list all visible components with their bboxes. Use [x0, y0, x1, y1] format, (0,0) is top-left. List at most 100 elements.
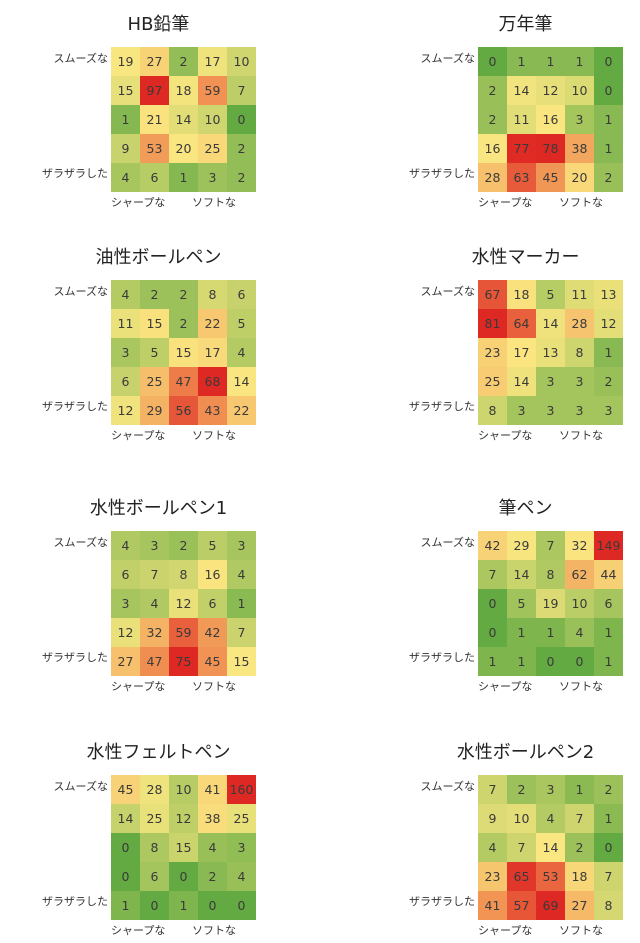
chart-title: 水性マーカー	[471, 247, 580, 268]
x-label-sharp: シャープな	[111, 429, 166, 442]
heatmap-cell: 10	[507, 804, 536, 833]
y-label-smooth: スムーズな	[53, 536, 108, 549]
heatmap-cell: 12	[169, 804, 198, 833]
heatmap-cell: 15	[169, 338, 198, 367]
heatmap-cell: 4	[227, 862, 256, 891]
y-label-smooth: スムーズな	[420, 52, 475, 65]
heatmap-cell: 22	[198, 309, 227, 338]
chart-title: 水性フェルトペン	[86, 742, 231, 763]
heatmap-cell: 13	[594, 280, 623, 309]
heatmap-cell: 7	[594, 862, 623, 891]
heatmap-cell: 9	[478, 804, 507, 833]
heatmap-cell: 6	[594, 589, 623, 618]
heatmap-cell: 0	[140, 891, 169, 920]
heatmap-cell: 4	[227, 560, 256, 589]
heatmap-cell: 2	[169, 531, 198, 560]
heatmap-cell: 7	[478, 775, 507, 804]
heatmap-cell: 25	[198, 134, 227, 163]
heatmap-cell: 16	[198, 560, 227, 589]
heatmap-cell: 2	[565, 833, 594, 862]
heatmap-cell: 4	[111, 280, 140, 309]
heatmap-cell: 0	[478, 47, 507, 76]
heatmap-cell: 11	[507, 105, 536, 134]
heatmap-cell: 16	[536, 105, 565, 134]
heatmap-cell: 97	[140, 76, 169, 105]
heatmap-cell: 20	[565, 163, 594, 192]
heatmap-cell: 9	[111, 134, 140, 163]
heatmap-cell: 6	[227, 280, 256, 309]
x-label-sharp: シャープな	[478, 429, 533, 442]
heatmap-cell: 160	[227, 775, 256, 804]
heatmap-cell: 4	[111, 531, 140, 560]
heatmap-cell: 0	[594, 47, 623, 76]
heatmap-cell: 2	[478, 105, 507, 134]
heatmap-cell: 8	[198, 280, 227, 309]
heatmap-cell: 2	[169, 47, 198, 76]
chart-title: 万年筆	[498, 14, 553, 35]
heatmap-cell: 15	[140, 309, 169, 338]
y-label-rough: ザラザラした	[409, 167, 475, 180]
heatmap-cell: 3	[536, 367, 565, 396]
heatmap-cell: 3	[111, 338, 140, 367]
y-label-smooth: スムーズな	[53, 780, 108, 793]
heatmap-cell: 2	[594, 163, 623, 192]
heatmap-cell: 10	[565, 76, 594, 105]
heatmap-cell: 17	[198, 47, 227, 76]
y-label-rough: ザラザラした	[409, 400, 475, 413]
heatmap-cell: 7	[507, 833, 536, 862]
heatmap-cell: 81	[478, 309, 507, 338]
heatmap-cell: 3	[140, 531, 169, 560]
heatmap-cell: 22	[227, 396, 256, 425]
heatmap-cell: 0	[594, 76, 623, 105]
heatmap-cell: 4	[478, 833, 507, 862]
x-label-sharp: シャープな	[111, 196, 166, 209]
heatmap-cell: 0	[536, 647, 565, 676]
heatmap-cell: 7	[227, 76, 256, 105]
heatmap-cell: 3	[536, 396, 565, 425]
heatmap-cell: 47	[140, 647, 169, 676]
x-label-sharp: シャープな	[111, 924, 166, 937]
heatmap-cell: 3	[198, 163, 227, 192]
heatmap-cell: 25	[140, 804, 169, 833]
heatmap-cell: 2	[140, 280, 169, 309]
heatmap-cell: 15	[111, 76, 140, 105]
x-label-soft: ソフトな	[192, 429, 236, 442]
heatmap-cell: 65	[507, 862, 536, 891]
heatmap-cell: 1	[594, 647, 623, 676]
heatmap-cell: 8	[594, 891, 623, 920]
heatmap-cell: 42	[478, 531, 507, 560]
x-label-soft: ソフトな	[559, 429, 603, 442]
heatmap-cell: 2	[227, 134, 256, 163]
heatmap-cell: 14	[227, 367, 256, 396]
heatmap-cell: 0	[478, 618, 507, 647]
heatmap-cell: 32	[565, 531, 594, 560]
heatmap-cell: 59	[169, 618, 198, 647]
heatmap-cell: 45	[198, 647, 227, 676]
heatmap-cell: 8	[169, 560, 198, 589]
heatmap-cell: 21	[140, 105, 169, 134]
heatmap-cell: 6	[140, 862, 169, 891]
heatmap-cell: 14	[536, 309, 565, 338]
chart-title: 水性ボールペン2	[456, 742, 595, 763]
heatmap-cell: 2	[198, 862, 227, 891]
heatmap-cell: 23	[478, 338, 507, 367]
heatmap-cell: 1	[565, 775, 594, 804]
heatmap-cell: 1	[507, 47, 536, 76]
heatmap-cell: 3	[565, 105, 594, 134]
heatmap-cell: 12	[111, 618, 140, 647]
heatmap-cell: 2	[169, 280, 198, 309]
heatmap-cell: 14	[507, 76, 536, 105]
heatmap-cell: 27	[111, 647, 140, 676]
heatmap-cell: 12	[536, 76, 565, 105]
chart-title: HB鉛筆	[127, 14, 190, 35]
y-label-rough: ザラザラした	[42, 167, 108, 180]
heatmap-cell: 25	[227, 804, 256, 833]
heatmap-cell: 2	[227, 163, 256, 192]
heatmap-cell: 23	[478, 862, 507, 891]
heatmap-cell: 0	[111, 862, 140, 891]
heatmap-cell: 10	[227, 47, 256, 76]
heatmap-cell: 0	[169, 862, 198, 891]
heatmap-cell: 1	[536, 47, 565, 76]
x-label-soft: ソフトな	[192, 680, 236, 693]
heatmap-cell: 2	[478, 76, 507, 105]
